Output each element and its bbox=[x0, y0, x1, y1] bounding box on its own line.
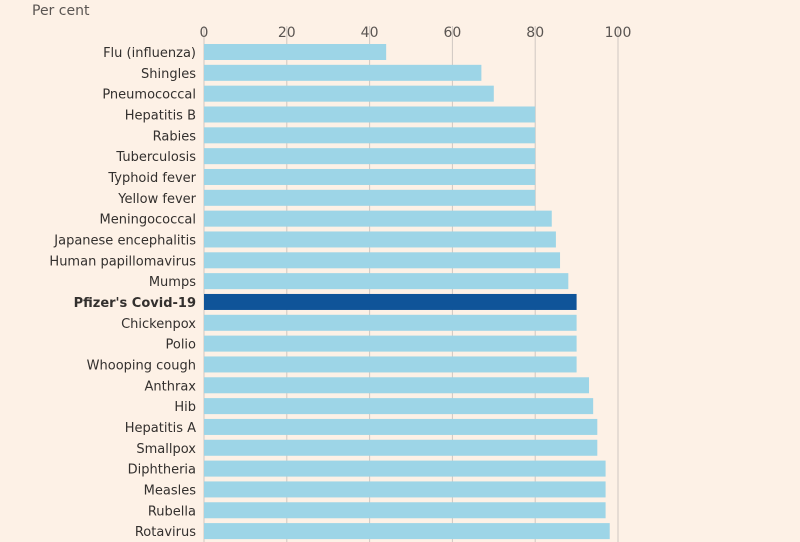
bar-whooping-cough bbox=[204, 356, 577, 373]
category-label-measles: Measles bbox=[144, 483, 197, 498]
category-label-pfizer-s-covid-19: Pfizer's Covid-19 bbox=[74, 296, 196, 311]
bar-pneumococcal bbox=[204, 85, 494, 102]
category-label-tuberculosis: Tuberculosis bbox=[115, 150, 196, 165]
x-axis-ticks: 0 20 40 60 80 100 bbox=[200, 25, 632, 41]
bar-hepatitis-a bbox=[204, 418, 598, 435]
bar-smallpox bbox=[204, 439, 598, 456]
bar-anthrax bbox=[204, 377, 590, 394]
bar-diphtheria bbox=[204, 460, 606, 477]
category-label-flu-influenza: Flu (influenza) bbox=[103, 46, 196, 61]
category-label-diphtheria: Diphtheria bbox=[128, 463, 196, 478]
category-label-pneumococcal: Pneumococcal bbox=[102, 88, 196, 103]
category-label-hib: Hib bbox=[174, 400, 196, 415]
category-label-meningococcal: Meningococcal bbox=[100, 213, 196, 228]
bar-rubella bbox=[204, 502, 606, 519]
bar-hib bbox=[204, 398, 594, 415]
bar-polio bbox=[204, 335, 577, 352]
bar-yellow-fever bbox=[204, 189, 536, 206]
bars bbox=[204, 44, 610, 540]
category-label-yellow-fever: Yellow fever bbox=[117, 192, 196, 207]
bar-shingles bbox=[204, 64, 482, 81]
bar-tuberculosis bbox=[204, 148, 536, 165]
category-label-polio: Polio bbox=[165, 338, 196, 353]
bar-rotavirus bbox=[204, 523, 610, 540]
bar-typhoid-fever bbox=[204, 168, 536, 185]
bar-hepatitis-b bbox=[204, 106, 536, 123]
x-tick-label-80: 80 bbox=[526, 25, 544, 41]
bar-rabies bbox=[204, 127, 536, 144]
category-label-rabies: Rabies bbox=[153, 129, 197, 144]
bar-japanese-encephalitis bbox=[204, 231, 556, 248]
category-label-shingles: Shingles bbox=[141, 67, 196, 82]
category-label-hepatitis-b: Hepatitis B bbox=[125, 108, 196, 123]
category-label-typhoid-fever: Typhoid fever bbox=[107, 171, 196, 186]
bar-measles bbox=[204, 481, 606, 498]
x-tick-label-100: 100 bbox=[605, 25, 632, 41]
category-label-mumps: Mumps bbox=[149, 275, 196, 290]
unit-label: Per cent bbox=[32, 3, 90, 19]
bar-human-papillomavirus bbox=[204, 252, 561, 269]
bar-flu-influenza bbox=[204, 44, 387, 60]
category-label-rubella: Rubella bbox=[148, 504, 196, 519]
category-label-rotavirus: Rotavirus bbox=[135, 525, 196, 540]
category-label-anthrax: Anthrax bbox=[145, 379, 197, 394]
bar-meningococcal bbox=[204, 210, 552, 227]
category-label-chickenpox: Chickenpox bbox=[121, 317, 196, 332]
x-tick-label-20: 20 bbox=[278, 25, 296, 41]
bar-chickenpox bbox=[204, 314, 577, 331]
x-tick-label-60: 60 bbox=[443, 25, 461, 41]
category-label-japanese-encephalitis: Japanese encephalitis bbox=[53, 233, 196, 248]
category-label-whooping-cough: Whooping cough bbox=[87, 358, 196, 373]
category-label-smallpox: Smallpox bbox=[136, 442, 196, 457]
category-label-hepatitis-a: Hepatitis A bbox=[125, 421, 196, 436]
category-labels: Flu (influenza) Shingles Pneumococcal Hepat… bbox=[49, 46, 196, 540]
x-tick-label-40: 40 bbox=[361, 25, 379, 41]
bar-pfizer-s-covid-19 bbox=[204, 293, 577, 310]
x-tick-label-0: 0 bbox=[200, 25, 209, 41]
category-label-human-papillomavirus: Human papillomavirus bbox=[49, 254, 196, 269]
bar-mumps bbox=[204, 273, 569, 290]
